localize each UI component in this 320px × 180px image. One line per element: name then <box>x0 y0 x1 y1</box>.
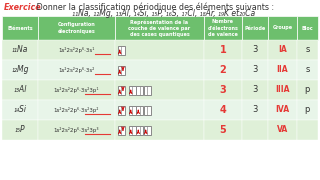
Text: Groupe: Groupe <box>272 26 292 30</box>
Bar <box>118 46 125 55</box>
Text: Période: Période <box>244 26 266 30</box>
Text: Exercice: Exercice <box>4 3 42 12</box>
Bar <box>268 40 297 60</box>
Text: IVA: IVA <box>275 105 289 114</box>
Bar <box>115 100 204 120</box>
Text: 3: 3 <box>220 85 226 95</box>
Bar <box>115 40 204 60</box>
Bar <box>242 80 268 100</box>
Bar <box>268 100 297 120</box>
Bar <box>2 120 38 140</box>
Bar <box>129 86 136 94</box>
Bar <box>268 80 297 100</box>
Text: Bloc: Bloc <box>301 26 313 30</box>
Text: VA: VA <box>277 125 288 134</box>
Text: ₁₁Na: ₁₁Na <box>12 46 28 55</box>
Text: ₁₄Si: ₁₄Si <box>13 105 26 114</box>
Text: 2: 2 <box>220 65 226 75</box>
Bar <box>38 16 115 40</box>
Bar <box>204 100 242 120</box>
Bar <box>38 120 115 140</box>
Bar <box>297 40 318 60</box>
Bar <box>242 40 268 60</box>
Text: IIIA: IIIA <box>275 86 290 94</box>
Bar <box>268 16 297 40</box>
Bar <box>115 16 204 40</box>
Bar <box>2 60 38 80</box>
Bar <box>297 120 318 140</box>
Bar <box>136 86 143 94</box>
Text: ₁₁Na, ₁₂Mg, ₁₃Al, ₁₄Si, ₁₅P, ₁₆S, ₁₇Cl, ₁₈Ar, ₁₉K et₂₀Ca: ₁₁Na, ₁₂Mg, ₁₃Al, ₁₄Si, ₁₅P, ₁₆S, ₁₇Cl, … <box>65 9 255 18</box>
Text: Représentation de la
couche de valence par
des cases quantiques: Représentation de la couche de valence p… <box>128 19 190 37</box>
Bar <box>129 105 136 114</box>
Text: 3: 3 <box>252 46 258 55</box>
Bar <box>297 60 318 80</box>
Bar <box>242 120 268 140</box>
Text: 3: 3 <box>252 105 258 114</box>
Text: ₁₃Al: ₁₃Al <box>13 86 27 94</box>
Bar <box>2 16 38 40</box>
Text: Eléments: Eléments <box>7 26 33 30</box>
Bar <box>115 80 204 100</box>
Text: : Donner la classification périodique des éléments suivants :: : Donner la classification périodique de… <box>4 3 274 12</box>
Bar <box>242 16 268 40</box>
Bar <box>297 16 318 40</box>
Bar <box>204 80 242 100</box>
Bar <box>2 100 38 120</box>
Bar <box>204 40 242 60</box>
Bar <box>2 40 38 60</box>
Bar <box>118 66 125 75</box>
Text: 1s²2s²2p⁶·3s²: 1s²2s²2p⁶·3s² <box>58 67 94 73</box>
Text: ₁₅P: ₁₅P <box>14 125 25 134</box>
Bar <box>2 80 38 100</box>
Text: 1: 1 <box>220 45 226 55</box>
Text: 4: 4 <box>220 105 226 115</box>
Bar <box>297 80 318 100</box>
Text: p: p <box>305 105 310 114</box>
Text: Configuration
électroniques: Configuration électroniques <box>57 22 95 34</box>
Bar <box>144 105 151 114</box>
Bar <box>144 125 151 134</box>
Text: s: s <box>305 46 309 55</box>
Bar <box>268 120 297 140</box>
Bar <box>136 105 143 114</box>
Bar <box>144 86 151 94</box>
Bar <box>118 125 125 134</box>
Text: 3: 3 <box>252 86 258 94</box>
Text: 1s²2s²2p⁶·3s²3p¹: 1s²2s²2p⁶·3s²3p¹ <box>53 87 99 93</box>
Text: 1s²2s²2p⁶·3s²3p²: 1s²2s²2p⁶·3s²3p² <box>53 107 99 113</box>
Text: s: s <box>305 66 309 75</box>
Bar <box>118 86 125 94</box>
Bar <box>136 125 143 134</box>
Text: 1s²2s²2p⁶·3s¹: 1s²2s²2p⁶·3s¹ <box>58 47 94 53</box>
Text: 3: 3 <box>252 66 258 75</box>
Bar <box>115 120 204 140</box>
Bar <box>118 105 125 114</box>
Bar <box>115 60 204 80</box>
Text: 5: 5 <box>220 125 226 135</box>
Bar <box>204 120 242 140</box>
Bar <box>38 100 115 120</box>
Bar <box>242 60 268 80</box>
Text: Nombre
d'électrons
de valence: Nombre d'électrons de valence <box>208 19 238 37</box>
Text: ₁₂Mg: ₁₂Mg <box>11 66 28 75</box>
Bar <box>38 40 115 60</box>
Text: p: p <box>305 86 310 94</box>
Bar <box>204 60 242 80</box>
Bar <box>38 80 115 100</box>
Bar <box>268 60 297 80</box>
Bar <box>204 16 242 40</box>
Text: IA: IA <box>278 46 287 55</box>
Bar <box>129 125 136 134</box>
Text: IIA: IIA <box>276 66 288 75</box>
Bar <box>38 60 115 80</box>
Text: 1s²2s²2p⁶·3s²3p³: 1s²2s²2p⁶·3s²3p³ <box>53 127 99 133</box>
Bar <box>297 100 318 120</box>
Bar <box>242 100 268 120</box>
